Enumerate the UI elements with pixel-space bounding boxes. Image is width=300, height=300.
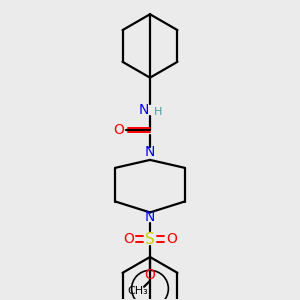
Text: O: O	[145, 268, 155, 282]
Text: H: H	[154, 107, 162, 117]
Text: CH₃: CH₃	[128, 286, 148, 296]
Text: O: O	[123, 232, 134, 246]
Text: O: O	[167, 232, 177, 246]
Text: S: S	[145, 232, 155, 247]
Text: N: N	[139, 103, 149, 117]
Text: N: N	[145, 210, 155, 224]
Text: O: O	[113, 123, 124, 137]
Text: N: N	[145, 145, 155, 159]
